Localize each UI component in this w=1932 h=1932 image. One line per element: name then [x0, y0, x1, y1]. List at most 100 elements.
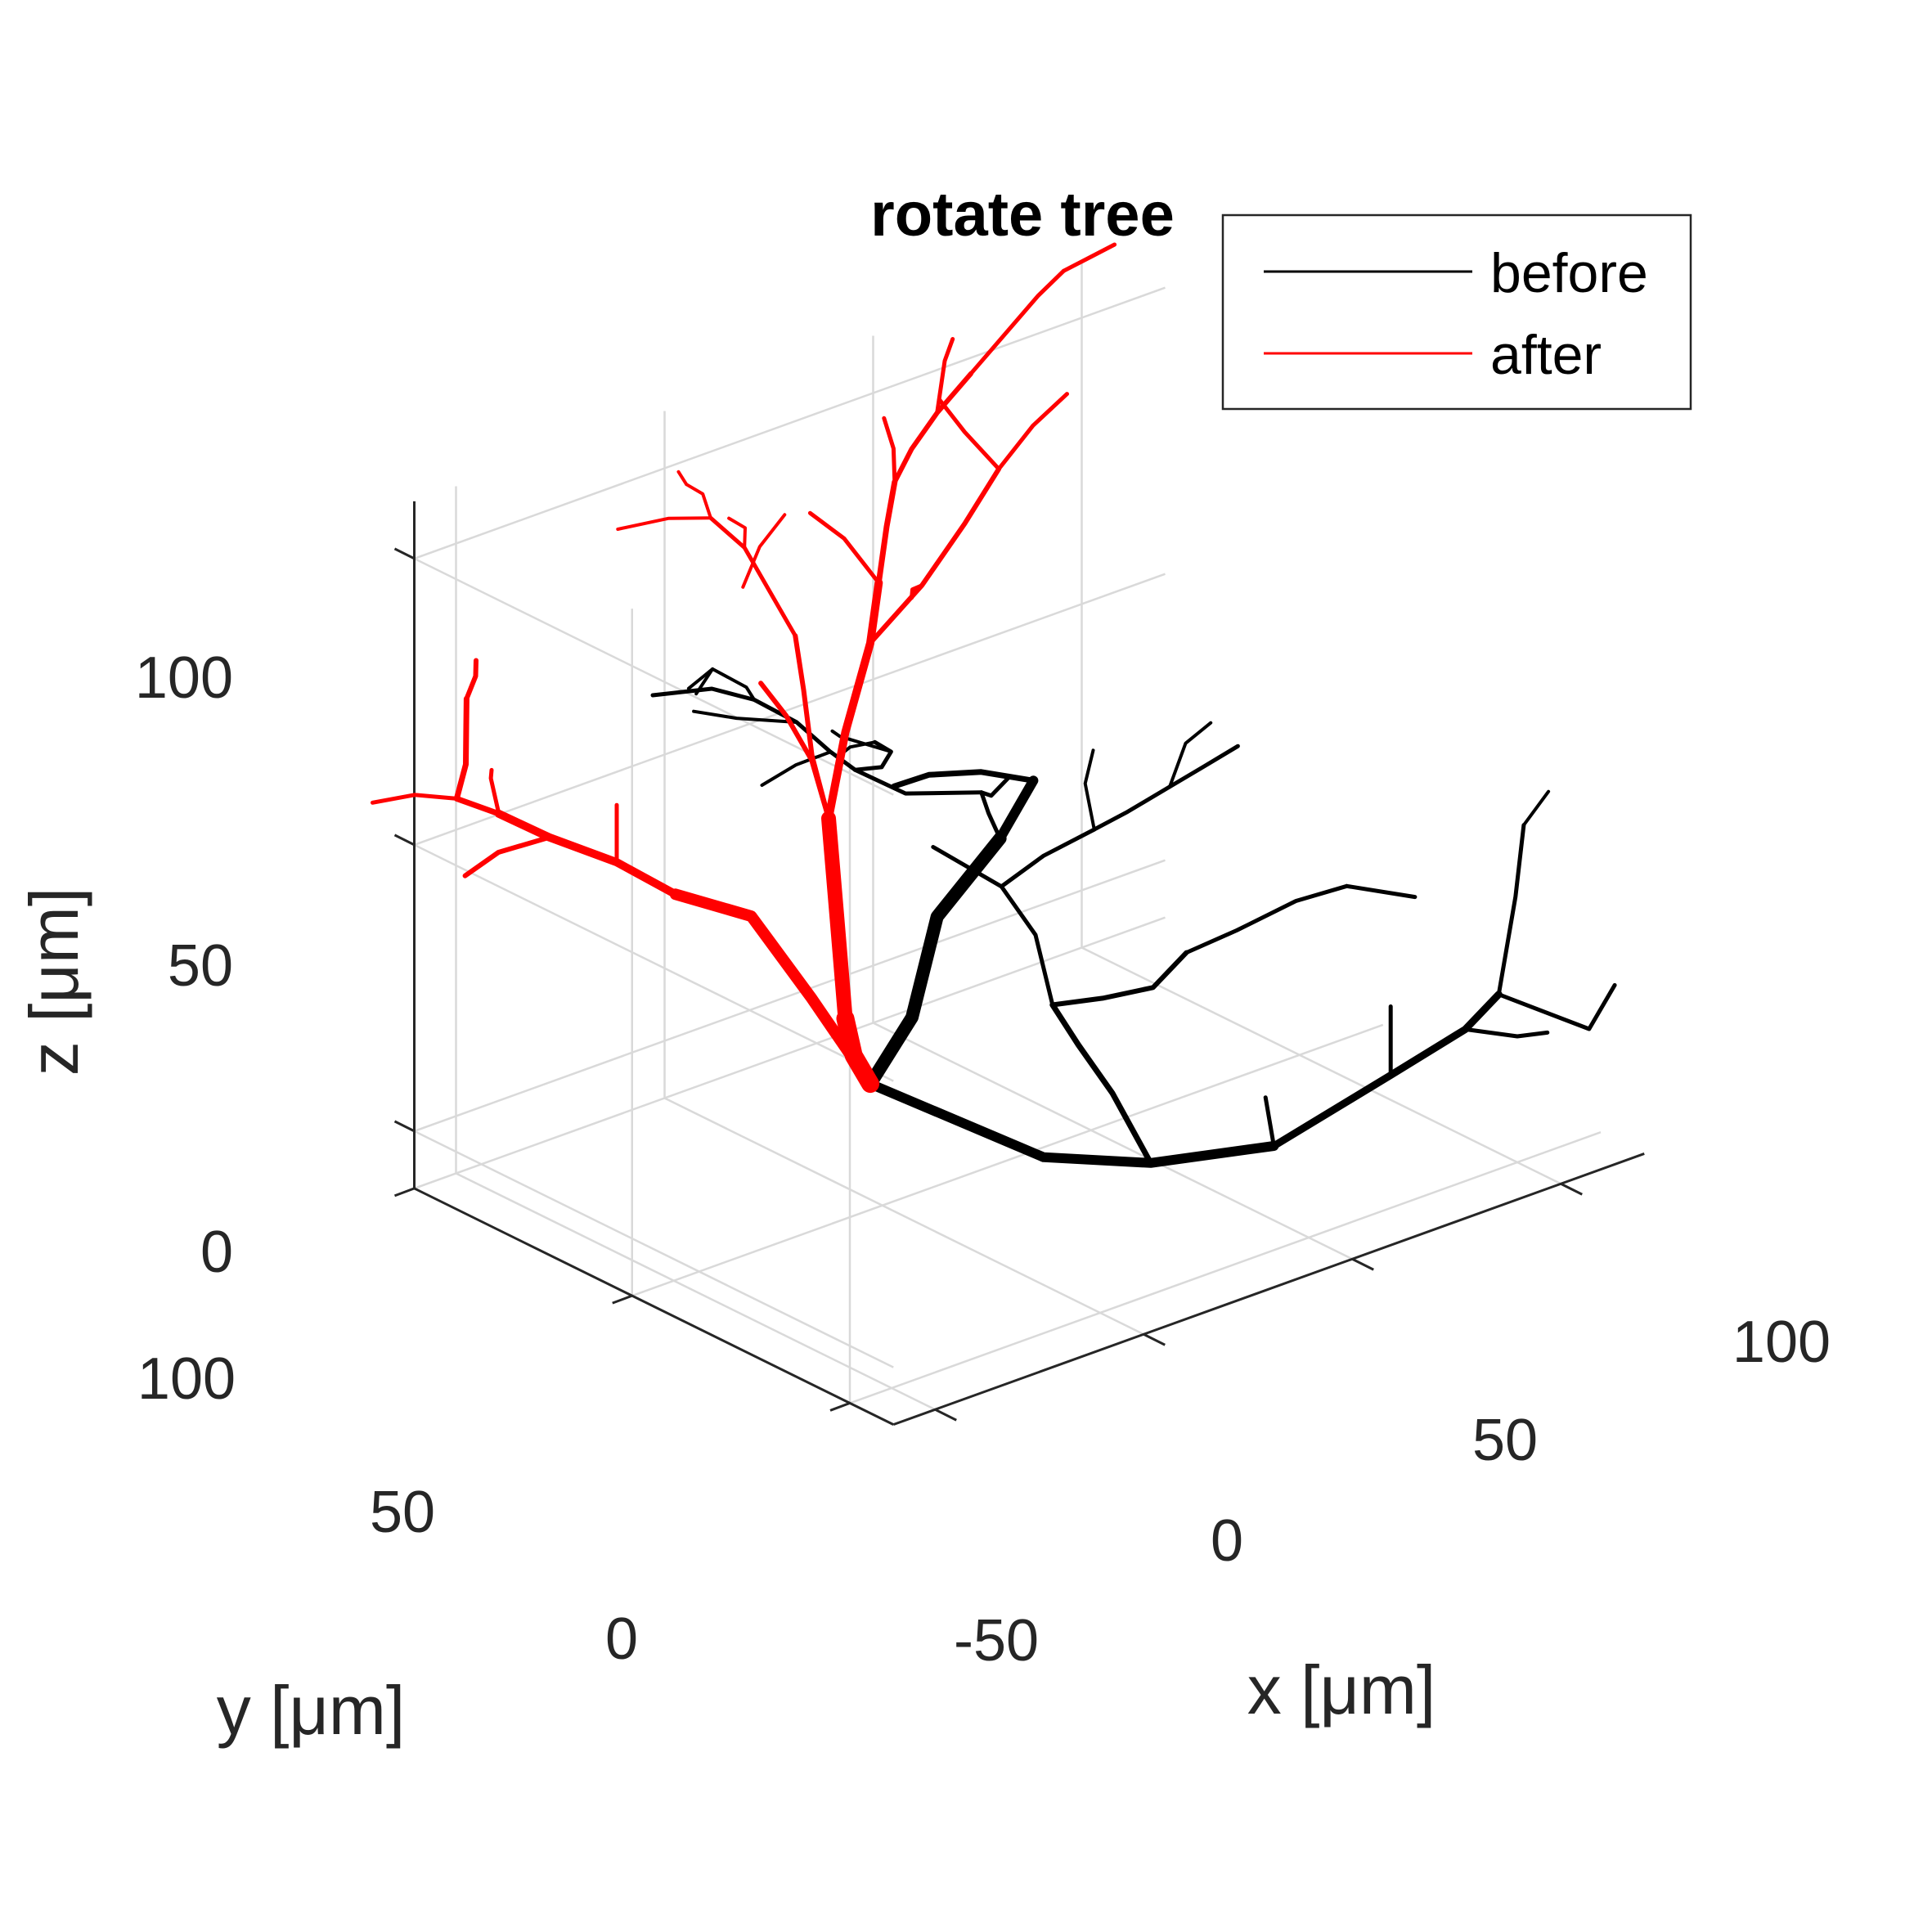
- legend-label-before: before: [1490, 242, 1648, 304]
- branch-after: [462, 834, 552, 878]
- tick-labels: 0 50 100 -50 0 50 100 0 50 100: [135, 645, 1831, 1674]
- branch-before: [995, 775, 1039, 843]
- branch-after: [453, 795, 502, 817]
- z-tick-label: 50: [168, 933, 233, 999]
- chart-title: rotate tree: [870, 180, 1175, 249]
- branch-after: [488, 767, 501, 816]
- branch-before: [650, 686, 757, 702]
- floor-grid-x-line: [1081, 946, 1561, 1185]
- x-tick-mark: [1351, 1257, 1374, 1271]
- branch-after: [935, 337, 955, 416]
- x-tick-label: -50: [954, 1608, 1039, 1674]
- z-tick-mark: [393, 547, 416, 560]
- branch-before: [891, 769, 1036, 789]
- branch-after: [868, 466, 1002, 646]
- branch-before: [1184, 883, 1349, 955]
- branch-before: [1049, 950, 1189, 1008]
- branch-before: [1496, 823, 1526, 997]
- branch-after: [882, 416, 897, 484]
- legend: before after: [1221, 213, 1692, 411]
- branch-before: [1092, 784, 1172, 832]
- branch-before: [692, 709, 798, 724]
- series-before: [650, 667, 1617, 1168]
- floor-grid-x-line: [872, 1022, 1353, 1260]
- branch-before: [694, 667, 757, 702]
- z-tick-mark: [393, 1120, 416, 1133]
- tick-marks: [393, 547, 1583, 1422]
- series-after: [371, 242, 1117, 1094]
- back-wall-grid-z-line: [414, 573, 1166, 847]
- branch-before: [686, 667, 715, 690]
- axes: [413, 501, 1645, 1427]
- branch-before: [931, 845, 1004, 889]
- side-wall-grid-z-line: [413, 1130, 894, 1368]
- branch-after: [937, 397, 1001, 471]
- branch-after: [676, 470, 689, 487]
- branch-before: [852, 739, 893, 772]
- y-tick-label: 0: [605, 1606, 638, 1672]
- z-axis-label: z [μm]: [16, 887, 92, 1076]
- y-tick-label: 100: [137, 1346, 236, 1412]
- x-tick-label: 50: [1472, 1408, 1538, 1473]
- branch-before: [1168, 721, 1213, 789]
- back-wall-grid-z-line: [414, 286, 1166, 560]
- legend-box: [1221, 213, 1692, 411]
- branch-before: [865, 1079, 1279, 1168]
- branch-after: [824, 578, 883, 823]
- side-wall-grid-z-line: [413, 843, 894, 1082]
- branch-after: [708, 515, 798, 638]
- branch-after: [616, 516, 712, 531]
- x-tick-label: 0: [1211, 1508, 1243, 1574]
- grid-lines: [413, 260, 1602, 1411]
- branch-after: [892, 371, 973, 485]
- floor-grid-x-line: [455, 1172, 936, 1411]
- y-tick-label: 50: [370, 1480, 435, 1545]
- x-tick-mark: [1560, 1182, 1583, 1196]
- branch-after: [758, 681, 831, 821]
- branch-before: [1345, 883, 1418, 900]
- branch-after: [821, 811, 853, 1027]
- tree-series: [371, 242, 1617, 1168]
- branch-after: [494, 809, 680, 899]
- branch-before: [1463, 1027, 1550, 1039]
- branch-before: [1269, 991, 1503, 1150]
- branch-after: [968, 268, 1066, 376]
- branch-after: [727, 516, 747, 550]
- branch-before: [979, 790, 1003, 841]
- x-tick-mark: [1143, 1332, 1166, 1346]
- floor-grid-y-line: [414, 916, 1166, 1190]
- branch-before: [852, 767, 984, 796]
- z-tick-label: 100: [135, 645, 233, 711]
- y-axis-label: y [μm]: [217, 1672, 405, 1749]
- branch-after: [996, 392, 1069, 471]
- y-tick-mark: [393, 1187, 416, 1197]
- branch-before: [1049, 1002, 1154, 1166]
- branch-before: [999, 884, 1055, 1007]
- branch-after: [453, 695, 470, 802]
- floor-grid-x-line: [663, 1097, 1144, 1336]
- branch-after: [464, 658, 479, 702]
- branch-after: [371, 793, 459, 805]
- branch-before: [760, 750, 833, 787]
- legend-label-after: after: [1490, 324, 1602, 386]
- floor-grid-y-line: [631, 1023, 1384, 1297]
- branch-after: [1061, 242, 1117, 273]
- floor-grid-y-line: [849, 1131, 1602, 1404]
- branch-before: [1496, 982, 1617, 1031]
- branch-after: [685, 483, 712, 520]
- x-axis-line: [892, 1152, 1645, 1427]
- branch-before: [1167, 744, 1240, 789]
- branch-before: [1521, 789, 1551, 827]
- x-tick-mark: [934, 1408, 957, 1422]
- back-wall-grid-z-line: [414, 859, 1166, 1133]
- y-tick-mark: [612, 1294, 633, 1305]
- branch-after: [669, 888, 876, 1090]
- z-tick-mark: [393, 833, 416, 847]
- branch-after: [910, 583, 924, 600]
- branch-before: [1263, 1095, 1276, 1148]
- y-tick-mark: [829, 1401, 851, 1412]
- branch-after: [807, 510, 881, 585]
- x-axis-label: x [μm]: [1247, 1651, 1436, 1728]
- branch-before: [999, 827, 1097, 889]
